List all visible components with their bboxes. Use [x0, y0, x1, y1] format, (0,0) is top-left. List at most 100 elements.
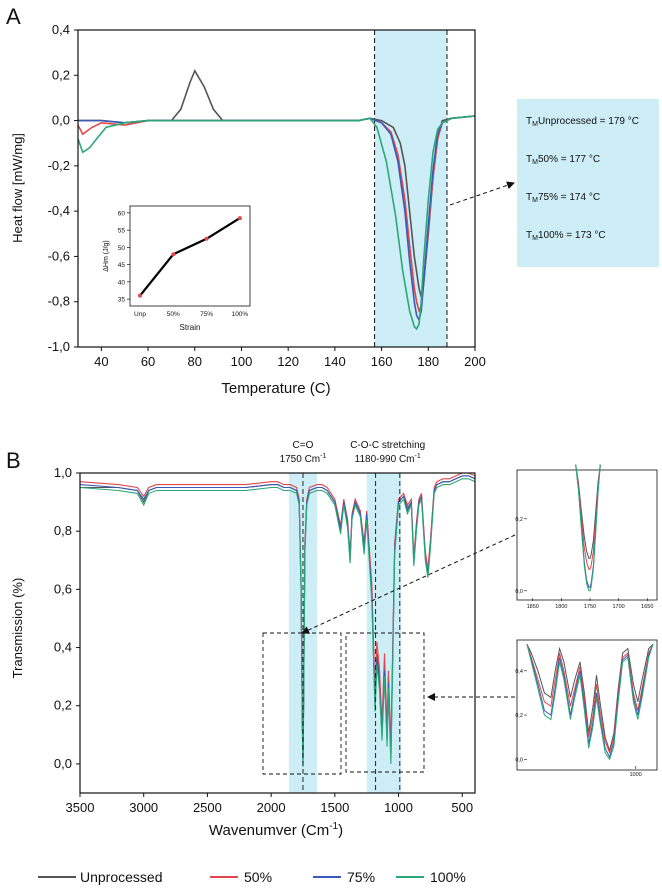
ftir-y-axis-label: Transmission (%) — [10, 578, 25, 679]
inset-point-75pct — [204, 236, 209, 241]
inset-y-axis-label: ΔHm (J/g) — [103, 240, 110, 272]
annotation-box-background — [517, 99, 659, 267]
ftir-series-50pct — [79, 472, 476, 756]
ftir-y-tick-label: 0,6 — [54, 581, 72, 596]
dsc-x-tick-label: 80 — [188, 354, 202, 369]
inset-y-tick-label: 45 — [118, 262, 126, 269]
ftir-y-tick-label: 0,2 — [54, 698, 72, 713]
legend: Unprocessed 50% 75% 100% — [38, 869, 466, 885]
dsc-x-tick-label: 200 — [464, 354, 486, 369]
dsc-x-tick-label: 180 — [417, 354, 439, 369]
melting-temperature-100pct: TM100% = 173 °C — [526, 230, 606, 242]
zoom-box-coc — [345, 632, 425, 773]
panel-label-b: B — [6, 448, 21, 473]
zoom2-y-tick-label: 0,4 — [515, 669, 523, 675]
zoom-inset-coc: 0,4 0,2 0,0 1000 — [515, 639, 658, 778]
dsc-x-tick-label: 40 — [94, 354, 108, 369]
inset-x-tick-label: 50% — [167, 311, 180, 318]
zoom1-series-100pct — [575, 464, 601, 592]
zoom1-x-tick-label: 1650 — [641, 604, 653, 610]
inset-y-tick-label: 35 — [118, 297, 126, 304]
dsc-series-group — [77, 69, 476, 331]
zoom1-y-tick-label: 0,2 — [515, 517, 523, 523]
legend-label-75pct: 75% — [347, 869, 375, 885]
ftir-band-value-carbonyl: 1750 Cm-1 — [280, 453, 327, 465]
inset-frame — [129, 205, 251, 307]
inset-point-50pct — [171, 252, 176, 257]
ftir-y-tick-label: 1,0 — [54, 465, 72, 480]
ftir-y-tick-label: 0,8 — [54, 523, 72, 538]
enthalpy-inset: Unp 50% 75% 100% 35 40 45 50 55 60 Strain ΔHm (J/… — [94, 196, 264, 332]
inset-y-tick-label: 50 — [118, 245, 126, 252]
inset-y-tick-label: 60 — [118, 210, 126, 217]
zoom2-series-unprocessed — [526, 643, 654, 753]
ftir-x-tick-label: 3500 — [66, 800, 95, 815]
melting-temperature-50pct: TM50% = 177 °C — [526, 154, 600, 166]
zoom1-x-tick-label: 1800 — [555, 604, 567, 610]
zoom-arrow-carbonyl — [301, 534, 516, 634]
dsc-y-tick-label: 0,4 — [52, 22, 70, 37]
panel-label-a: A — [6, 4, 21, 29]
zoom1-y-tick-label: 0,0 — [515, 589, 523, 595]
inset-x-tick-label: Unp — [134, 311, 146, 318]
zoom-inset-carbonyl-frame — [516, 469, 658, 601]
dsc-annotation-arrow — [449, 181, 515, 206]
inset-point-100pct — [237, 216, 242, 221]
ftir-y-tick-label: 0,0 — [54, 756, 72, 771]
ftir-band-title-carbonyl: C=O — [293, 440, 314, 451]
dsc-y-tick-label: -0,4 — [48, 203, 70, 218]
ftir-x-axis-label: Wavenumver (Cm-1) — [209, 821, 343, 839]
melting-temperature-75pct: TM75% = 174 °C — [526, 192, 600, 204]
ftir-band-value-coc: 1180-990 Cm-1 — [355, 453, 421, 465]
inset-enthalpy-line — [139, 217, 241, 297]
dsc-x-tick-label: 140 — [324, 354, 346, 369]
dsc-chart: 40 60 80 100 120 140 160 180 200 0,4 0,2 0,0 -0,2 -0,… — [10, 22, 486, 397]
dsc-series-100pct — [77, 115, 476, 331]
legend-label-50pct: 50% — [244, 869, 272, 885]
melting-temperature-box: TMUnprocessed = 179 °C TM50% = 177 °C TM75… — [517, 99, 659, 267]
inset-y-tick-label: 55 — [118, 228, 126, 235]
legend-label-unprocessed: Unprocessed — [80, 869, 163, 885]
zoom-inset-carbonyl: 0,2 0,0 1850 1800 1750 1700 1650 — [515, 464, 658, 610]
ftir-chart: 3500 3000 2500 2000 1500 1000 500 1,0 0,8 0,6 0,4 0… — [10, 440, 476, 839]
dsc-y-tick-label: -0,6 — [48, 248, 70, 263]
ftir-series-unprocessed — [80, 475, 476, 759]
inset-x-axis-label: Strain — [180, 323, 201, 332]
inset-y-tick-label: 40 — [118, 279, 126, 286]
zoom-inset-coc-frame — [516, 639, 658, 771]
dsc-y-axis-label: Heat flow [mW/mg] — [10, 133, 25, 243]
dsc-y-tick-label: -0,2 — [48, 158, 70, 173]
ftir-band-title-coc: C-O-C stretching — [350, 440, 425, 451]
dsc-y-tick-label: 0,2 — [52, 67, 70, 82]
inset-x-tick-label: 100% — [232, 311, 249, 318]
zoom2-y-tick-label: 0,0 — [515, 757, 523, 763]
dsc-x-tick-label: 160 — [371, 354, 393, 369]
zoom1-x-tick-label: 1850 — [527, 604, 539, 610]
dsc-x-tick-label: 60 — [141, 354, 155, 369]
zoom1-x-tick-label: 1700 — [613, 604, 625, 610]
ftir-series-75pct — [79, 475, 476, 764]
ftir-x-tick-label: 1500 — [320, 800, 349, 815]
dsc-melting-highlight — [374, 30, 447, 347]
dsc-y-tick-label: -1,0 — [48, 339, 70, 354]
ftir-plot-frame — [79, 472, 476, 794]
dsc-y-tick-label: -0,8 — [48, 294, 70, 309]
zoom1-series-50pct — [575, 464, 601, 570]
inset-x-tick-label: 75% — [200, 311, 213, 318]
inset-point-unp — [138, 293, 142, 298]
dsc-x-tick-label: 100 — [231, 354, 253, 369]
zoom2-series-100pct — [526, 644, 654, 761]
zoom1-x-tick-label: 1750 — [584, 604, 596, 610]
zoom2-x-tick-label: 1000 — [629, 772, 641, 778]
ftir-y-tick-label: 0,4 — [54, 640, 72, 655]
zoom2-y-tick-label: 0,2 — [515, 713, 523, 719]
dsc-x-tick-label: 120 — [277, 354, 299, 369]
ftir-x-tick-label: 3000 — [129, 800, 158, 815]
ftir-series-group — [79, 472, 476, 767]
dsc-plot-frame — [77, 29, 476, 348]
ftir-series-100pct — [79, 478, 476, 767]
ftir-x-tick-label: 2500 — [193, 800, 222, 815]
ftir-x-tick-label: 1000 — [384, 800, 413, 815]
melting-temperature-unprocessed: TMUnprocessed = 179 °C — [526, 116, 639, 128]
